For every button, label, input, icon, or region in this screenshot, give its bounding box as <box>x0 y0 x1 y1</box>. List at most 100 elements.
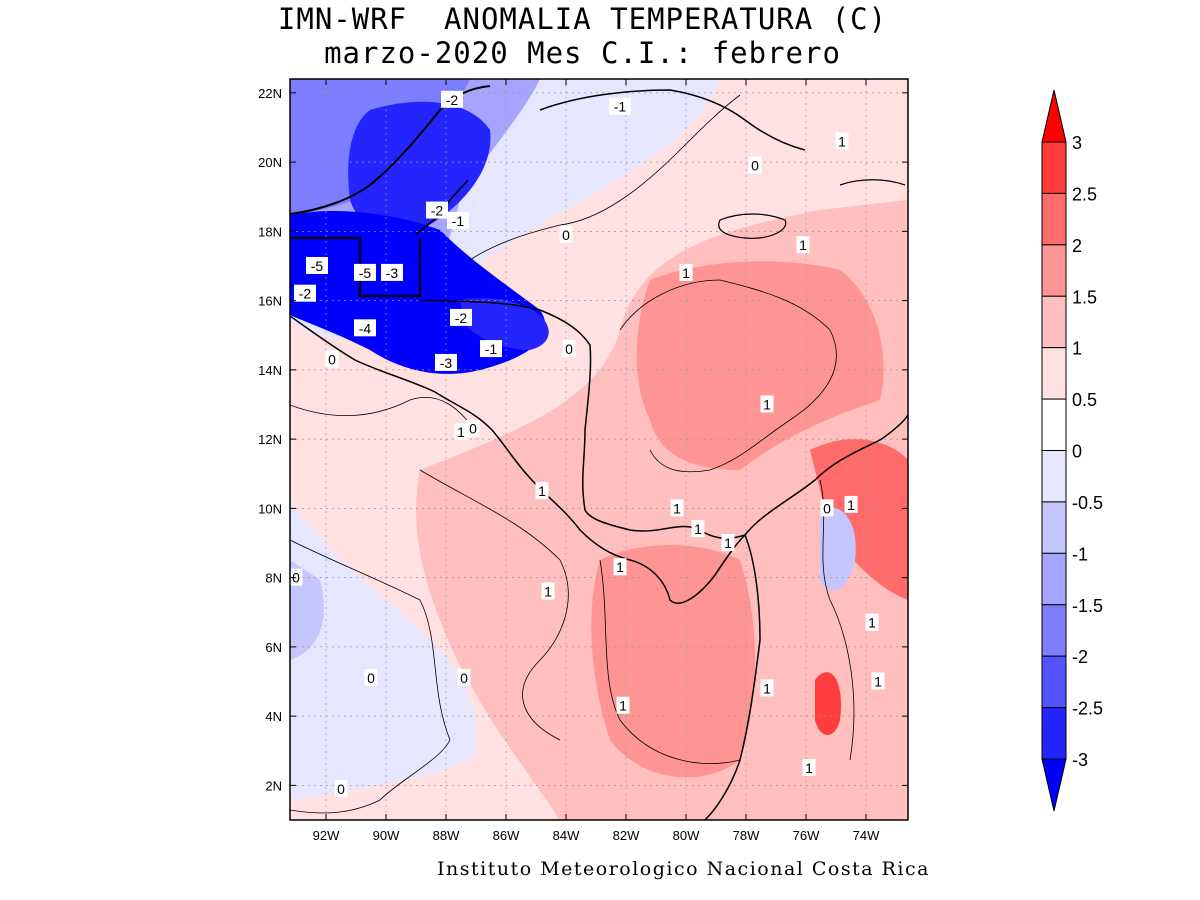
contour-label-bg <box>748 156 762 174</box>
contour-label: 1 <box>457 424 465 440</box>
lat-tick-label: 22N <box>258 86 282 101</box>
contour-label: 1 <box>874 673 882 689</box>
map-frame <box>289 78 909 821</box>
contour-label: 0 <box>337 781 345 797</box>
contour-label-bg <box>865 613 879 631</box>
contour-label-bg <box>450 308 472 326</box>
mexico-guatemala-border <box>290 236 422 298</box>
contour-one-panama-bight <box>599 559 741 764</box>
colorbar-segment <box>1041 450 1067 503</box>
colorbar-label: 1 <box>1072 339 1082 359</box>
map-graticule <box>290 79 908 820</box>
lon-tick-label: 90W <box>373 828 400 843</box>
colorbar-label: -0.5 <box>1072 493 1103 513</box>
contour-label-bg <box>670 499 684 517</box>
colorbar-segment <box>1041 655 1067 709</box>
contour-label-bg <box>616 696 630 714</box>
contour-label-bg <box>844 495 858 513</box>
colorbar-segment <box>1041 707 1067 760</box>
contour-label-bg <box>802 759 816 777</box>
contour-label: 0 <box>460 670 468 686</box>
contour-label: -2 <box>455 310 468 326</box>
lon-tick-label: 80W <box>673 828 700 843</box>
contour-label: -3 <box>386 265 399 281</box>
region-negative-2 <box>290 500 478 800</box>
contour-zero-gulf <box>469 94 741 261</box>
colorbar-segment <box>1041 501 1067 554</box>
contour-label: -3 <box>440 355 453 371</box>
contour-label: 0 <box>565 341 573 357</box>
colorbar-segment <box>1041 552 1067 606</box>
contour-label: 1 <box>538 483 546 499</box>
hispaniola-coast <box>839 179 906 186</box>
contour-label-bg <box>354 319 376 337</box>
contour-label: 0 <box>823 500 831 516</box>
contour-label: 1 <box>682 265 690 281</box>
contour-label: 1 <box>619 698 627 714</box>
contour-label: 0 <box>751 158 759 174</box>
contour-label: 1 <box>616 559 624 575</box>
colorbar-top-arrow <box>1041 89 1067 143</box>
contour-label: 1 <box>673 500 681 516</box>
contour-label: -4 <box>359 320 372 336</box>
region-positive-2 <box>636 261 884 470</box>
contour-label: 1 <box>694 521 702 537</box>
colorbar-label: -2 <box>1072 647 1088 667</box>
lon-tick-label: 92W <box>313 828 340 843</box>
anomaly-field <box>290 79 908 820</box>
contour-label-bg <box>381 263 403 281</box>
contour-label: 1 <box>763 396 771 412</box>
contour-label: 0 <box>292 570 300 586</box>
contour-label-bg <box>480 340 502 358</box>
contour-label-bg <box>457 669 471 687</box>
lat-tick-label: 18N <box>258 224 282 239</box>
region-negative-7 <box>348 101 491 234</box>
region-negative-9 <box>460 298 549 350</box>
colorbar-segment <box>1041 244 1067 297</box>
colorbar-label: 2.5 <box>1072 184 1097 204</box>
lat-tick-label: 14N <box>258 363 282 378</box>
contour-label-bg <box>796 236 810 254</box>
contour-label-bg <box>559 225 573 243</box>
lat-tick-label: 6N <box>265 640 282 655</box>
lat-tick-label: 4N <box>265 709 282 724</box>
contour-label-bg <box>691 520 705 538</box>
contour-label-bg <box>426 201 448 219</box>
contour-label: -1 <box>452 213 465 229</box>
map-title-line-2: marzo-2020 Mes C.I.: febrero <box>324 36 841 70</box>
contour-label: 1 <box>763 680 771 696</box>
colorbar-label: 1.5 <box>1072 287 1097 307</box>
lon-tick-label: 76W <box>793 828 820 843</box>
contour-one-colombia <box>819 479 855 761</box>
contour-label-bg <box>334 779 348 797</box>
contour-label-bg <box>721 533 735 551</box>
colorbar-segment <box>1041 295 1067 349</box>
contour-label-bg <box>364 669 378 687</box>
contour-label: 0 <box>562 227 570 243</box>
colombia-north-coast <box>744 414 908 536</box>
colorbar: 3 2.5 2 1.5 1 0.5 0 -0.5 -1 -1.5 -2 -2.5 -3 <box>1041 89 1103 812</box>
map-title-line-1: IMN-WRF ANOMALIA TEMPERATURA (C) <box>277 2 888 36</box>
lon-tick-label: 88W <box>433 828 460 843</box>
contour-label: 1 <box>805 760 813 776</box>
contour-label-bg <box>871 672 885 690</box>
colorbar-label: -2.5 <box>1072 699 1103 719</box>
contour-label: 1 <box>544 583 552 599</box>
lat-tick-label: 16N <box>258 294 282 309</box>
contour-label-bg <box>679 263 693 281</box>
lat-tick-label: 20N <box>258 155 282 170</box>
contour-label-bg <box>447 211 469 229</box>
colorbar-label: 3 <box>1072 133 1082 153</box>
colorbar-label: -3 <box>1072 750 1088 770</box>
lon-tick-label: 78W <box>733 828 760 843</box>
contour-label: 1 <box>847 497 855 513</box>
colorbar-label: -1.5 <box>1072 596 1103 616</box>
map-axes: 2N 4N 6N 8N 10N 12N 14N 16N 18N 20N 22N 92W 90W 88W 86… <box>258 79 908 843</box>
colorbar-label: 0.5 <box>1072 390 1097 410</box>
lon-tick-label: 82W <box>613 828 640 843</box>
jamaica-coast <box>718 213 787 239</box>
colorbar-label: 2 <box>1072 236 1082 256</box>
colorbar-bottom-arrow <box>1041 758 1067 812</box>
lon-tick-label: 86W <box>493 828 520 843</box>
